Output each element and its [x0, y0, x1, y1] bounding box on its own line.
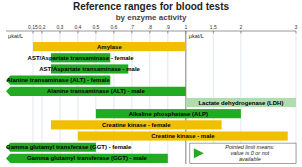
tick-mark [167, 31, 168, 34]
tick-mark [131, 31, 132, 34]
bar-label: Gamma glutamyl transferase (GGT) - male [27, 155, 148, 161]
legend-text: Pointed limit means:value is 0 or notava… [225, 144, 275, 162]
chart: Reference ranges for blood testsby enzym… [0, 0, 302, 167]
subtitle: by enzyme activity [116, 13, 187, 22]
tick-label: 0,4 [74, 24, 81, 30]
bar-labels: Amylase AST/Aspartate transaminase - fema… [6, 44, 283, 162]
tick-label: 0,15 [28, 24, 38, 30]
legend: Pointed limit means:value is 0 or notava… [190, 143, 296, 163]
x-axis-label: μkat/L [8, 33, 23, 39]
legend-box [190, 143, 296, 163]
bar [33, 42, 186, 51]
tick-label: 0,2 [38, 24, 45, 30]
tick-label: 0,6 [110, 24, 117, 30]
bar [78, 131, 288, 140]
bar [186, 98, 296, 107]
tick-mark [113, 31, 114, 34]
bar [6, 76, 110, 85]
x-axis-label: μkat/L [189, 33, 204, 39]
bar [51, 120, 222, 129]
bar-label: Alanine transaminase (ALT) - female [7, 77, 111, 83]
tick-label: 2 [240, 24, 243, 30]
x-axis-line [6, 31, 296, 32]
tick-mark [59, 31, 60, 34]
bar [6, 87, 186, 96]
bar-label: Amylase [97, 44, 122, 50]
legend-marker [194, 148, 204, 158]
bar-label: Alanine transaminase (ALT) - male [47, 88, 146, 94]
tick-label: .7 [130, 24, 134, 30]
tick-mark [213, 31, 214, 34]
tick-label: 0,5 [92, 24, 99, 30]
bar-label: AST/Aspartate transaminase - female [28, 55, 135, 61]
tick-mark [32, 31, 33, 34]
tick-label: 1,5 [210, 24, 217, 30]
tick-mark [77, 31, 78, 34]
bars [6, 42, 296, 163]
bar-label: Creatine kinase - male [151, 133, 215, 139]
tick-label: 0,3 [56, 24, 63, 30]
bar-label: Gamma glutamyl transferase (GGT) - femal… [6, 144, 132, 150]
tick-mark [296, 31, 297, 34]
bar-label: Creatine kinase - female [102, 122, 171, 128]
tick-mark [41, 31, 42, 34]
page: {"chart_data": { "type": "bar", "orienta… [0, 0, 302, 167]
tick-label: 3 [295, 24, 298, 30]
tick-mark [149, 31, 150, 34]
tick-label: .9 [166, 24, 170, 30]
legend-text-line: available [239, 156, 261, 162]
tick-label: .8 [148, 24, 152, 30]
bar-label: AST/Aspartate transaminase - male [39, 66, 140, 72]
bar [6, 154, 168, 163]
tick-mark [240, 31, 241, 34]
bar-label: Alkaline phosphatase (ALP) [129, 111, 208, 117]
tick-mark [95, 31, 96, 34]
title: Reference ranges for blood tests [73, 1, 230, 12]
tick-label: 1 [184, 24, 187, 30]
bar [96, 109, 241, 118]
bar-label: Lactate dehydrogenase (LDH) [198, 100, 283, 106]
x-ticks: 0,150,2 0,3 0,4 0,5 0,6 .7 .8 .9 1 1,5 2 3 [28, 24, 298, 34]
